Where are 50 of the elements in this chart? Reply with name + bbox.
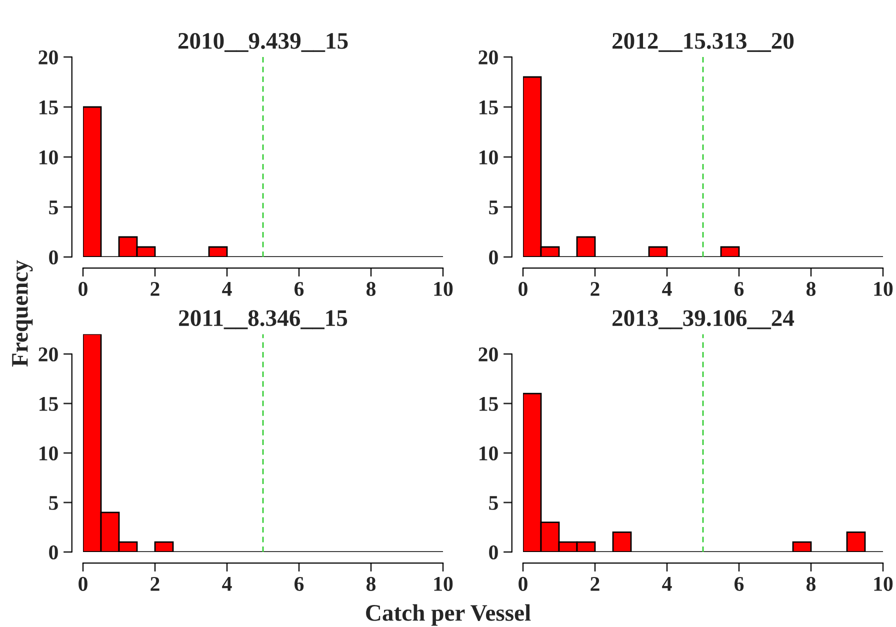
y-tick-label: 0: [489, 545, 498, 560]
x-tick-label: 4: [222, 282, 232, 296]
x-tick-label: 4: [662, 577, 672, 591]
x-tick-label: 2: [590, 576, 600, 591]
x-tick-label: 2: [150, 576, 160, 591]
y-tick-label: 10: [480, 150, 498, 164]
x-tick-label: 6: [734, 576, 744, 591]
y-tick-label: 0: [49, 545, 58, 560]
x-tick-label: 8: [806, 576, 816, 591]
chart-title: 2013__39.106__24: [612, 310, 794, 330]
x-tick-label: 0: [518, 576, 528, 591]
x-tick-label: 4: [662, 282, 672, 296]
y-tick-label: 20: [38, 347, 58, 362]
x-tick-label: 2: [150, 282, 160, 296]
x-tick-label: 6: [294, 282, 304, 296]
y-tick-label: 10: [40, 446, 58, 460]
y-tick-label: 15: [40, 100, 58, 114]
x-tick-label: 8: [366, 576, 376, 591]
x-tick-label: 8: [806, 282, 816, 296]
chart-title: 2012__15.313__20: [612, 32, 794, 52]
y-tick-label: 0: [49, 250, 58, 264]
y-tick-label: 5: [489, 200, 498, 214]
y-tick-label: 20: [38, 50, 58, 64]
x-tick-label: 2: [590, 282, 600, 296]
x-tick-label: 6: [734, 282, 744, 296]
y-tick-label: 10: [40, 150, 58, 164]
y-tick-label: 20: [478, 50, 498, 64]
y-tick-label: 20: [478, 347, 498, 362]
x-tick-label: 6: [294, 576, 304, 591]
x-tick-label: 8: [366, 282, 376, 296]
chart-title: 2010__9.439__15: [178, 32, 348, 52]
y-tick-label: 10: [480, 446, 498, 460]
x-tick-label: 10: [434, 576, 453, 591]
chart-title: 2011__8.346__15: [179, 310, 348, 330]
y-tick-label: 5: [49, 496, 58, 510]
y-tick-label: 15: [40, 396, 58, 411]
x-axis-title: Catch per Vessel: [366, 604, 531, 626]
y-axis-title: Frequency: [12, 260, 33, 367]
y-tick-label: 5: [489, 496, 498, 510]
x-tick-label: 0: [78, 282, 88, 296]
x-tick-label: 10: [434, 282, 453, 296]
y-tick-label: 5: [49, 200, 58, 214]
y-tick-label: 0: [489, 250, 498, 264]
x-tick-label: 10: [874, 576, 893, 591]
x-tick-label: 4: [222, 577, 232, 591]
y-tick-label: 15: [480, 100, 498, 114]
x-tick-label: 0: [78, 576, 88, 591]
x-tick-label: 10: [874, 282, 893, 296]
y-tick-label: 15: [480, 396, 498, 411]
x-tick-label: 0: [518, 282, 528, 296]
